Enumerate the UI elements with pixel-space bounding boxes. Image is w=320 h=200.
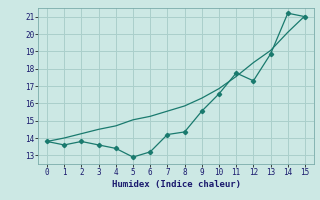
X-axis label: Humidex (Indice chaleur): Humidex (Indice chaleur): [111, 180, 241, 189]
